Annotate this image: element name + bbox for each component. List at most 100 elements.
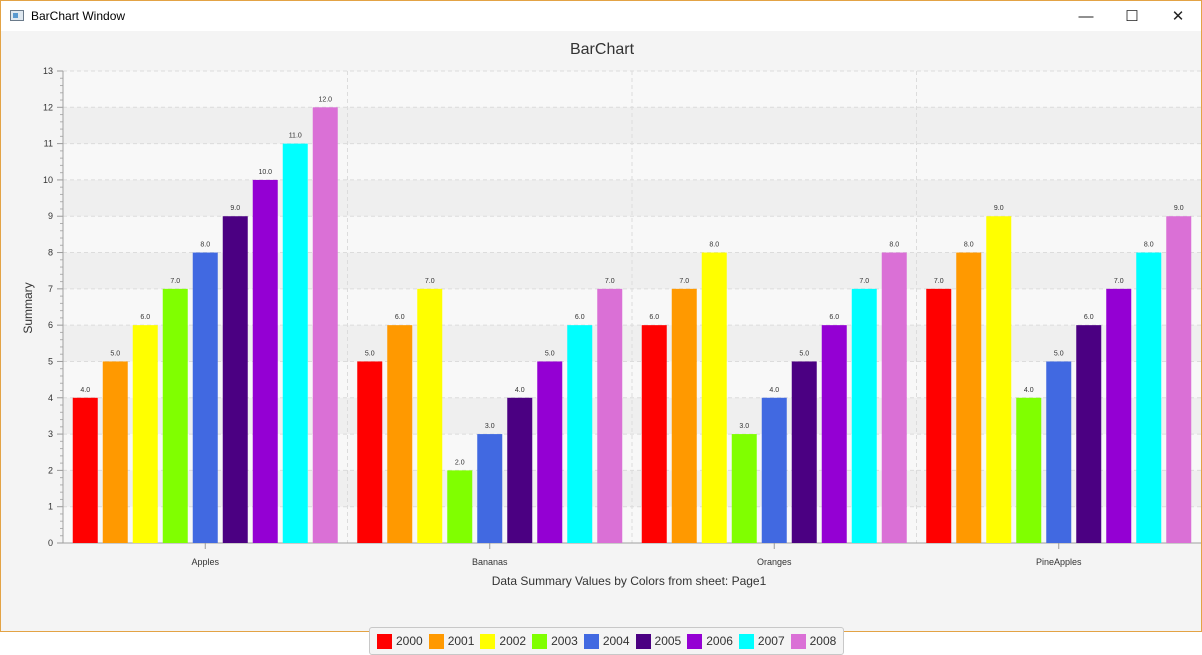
app-icon <box>10 10 24 21</box>
bar-pineapples-2003 <box>1016 397 1042 543</box>
x-tick-label: PineApples <box>1036 557 1082 567</box>
bar-pineapples-2000 <box>926 288 952 543</box>
bar-value-label: 8.0 <box>964 242 974 249</box>
chart-area: BarChart Summary Data Summary Values by … <box>1 31 1201 655</box>
minimize-button[interactable]: — <box>1063 1 1109 31</box>
legend-swatch <box>583 633 599 649</box>
y-tick-label: 10 <box>43 175 53 185</box>
legend-label: 2005 <box>654 634 682 648</box>
bar-value-label: 7.0 <box>425 278 435 285</box>
bar-pineapples-2007 <box>1136 252 1162 544</box>
legend-swatch <box>790 633 806 649</box>
bar-pineapples-2006 <box>1106 288 1132 543</box>
bar-value-label: 2.0 <box>455 459 465 466</box>
legend-item-2006: 2006 <box>687 633 733 649</box>
bar-apples-2006 <box>252 179 278 543</box>
bar-value-label: 10.0 <box>258 169 272 176</box>
bar-value-label: 5.0 <box>545 350 555 357</box>
bar-value-label: 7.0 <box>1114 278 1124 285</box>
plot-band <box>63 107 1201 144</box>
legend-label: 2003 <box>551 634 578 648</box>
legend-swatch <box>687 633 703 649</box>
bar-oranges-2003 <box>731 434 757 543</box>
bar-value-label: 4.0 <box>515 387 525 394</box>
bar-pineapples-2008 <box>1166 216 1192 543</box>
bar-oranges-2000 <box>641 325 667 543</box>
bar-pineapples-2001 <box>956 252 982 544</box>
bar-value-label: 8.0 <box>1144 242 1154 249</box>
bar-value-label: 6.0 <box>1084 314 1094 321</box>
bar-value-label: 7.0 <box>605 278 615 285</box>
y-axis-label: Summary <box>21 282 35 333</box>
bar-oranges-2007 <box>851 288 877 543</box>
bar-value-label: 5.0 <box>110 350 120 357</box>
bar-value-label: 9.0 <box>1174 205 1184 212</box>
bar-oranges-2002 <box>701 252 727 544</box>
legend-label: 2002 <box>499 634 527 648</box>
y-tick-label: 8 <box>48 248 53 258</box>
bar-value-label: 6.0 <box>575 314 585 321</box>
bar-oranges-2001 <box>671 288 697 543</box>
bar-apples-2004 <box>192 252 218 544</box>
bar-value-label: 9.0 <box>230 205 240 212</box>
legend-label: 2007 <box>757 634 785 648</box>
bar-oranges-2005 <box>791 361 817 543</box>
title-bar[interactable]: BarChart Window — ☐ ✕ <box>1 1 1201 31</box>
legend-swatch <box>428 633 444 649</box>
legend-label: 2008 <box>809 634 837 648</box>
legend-label: 2004 <box>602 634 630 648</box>
bar-value-label: 7.0 <box>679 278 689 285</box>
bar-bananas-2005 <box>507 397 533 543</box>
bar-value-label: 11.0 <box>289 133 302 140</box>
legend-swatch <box>480 633 496 649</box>
chart-legend: 2000 2001 2002 2003 2004 2005 2006 2007 2008 <box>369 627 845 655</box>
maximize-button[interactable]: ☐ <box>1109 1 1155 31</box>
bar-value-label: 6.0 <box>395 314 405 321</box>
maximize-icon: ☐ <box>1125 8 1139 25</box>
legend-item-2002: 2002 <box>480 633 527 649</box>
y-tick-label: 1 <box>48 502 53 512</box>
bar-apples-2005 <box>222 216 248 543</box>
grid-lines <box>63 70 1201 543</box>
y-tick-label: 6 <box>48 320 53 330</box>
bar-bananas-2008 <box>597 288 623 543</box>
bar-apples-2001 <box>102 361 128 543</box>
bar-value-label: 12.0 <box>318 96 332 103</box>
bar-bananas-2003 <box>447 470 473 543</box>
legend-swatch <box>377 633 392 649</box>
bar-value-label: 6.0 <box>140 314 150 321</box>
bar-value-label: 4.0 <box>1024 387 1034 394</box>
bar-value-label: 8.0 <box>709 242 719 249</box>
bar-pineapples-2002 <box>986 216 1012 543</box>
bar-value-label: 4.0 <box>769 387 779 394</box>
bar-value-label: 4.0 <box>80 387 90 394</box>
bar-value-label: 6.0 <box>649 314 659 321</box>
bar-bananas-2000 <box>357 361 383 543</box>
legend-label: 2000 <box>396 634 423 648</box>
bar-oranges-2008 <box>881 252 907 544</box>
bar-oranges-2006 <box>821 325 847 543</box>
bar-pineapples-2005 <box>1076 325 1102 543</box>
legend-item-2001: 2001 <box>428 633 475 649</box>
bars: 4.0 5.0 6.0 7.0 8.0 9.0 10.0 11.0 12.0 5.0 6.0 7.0 2… <box>72 96 1192 544</box>
close-button[interactable]: ✕ <box>1155 1 1201 31</box>
legend-swatch <box>738 633 754 649</box>
legend-label: 2001 <box>447 634 475 648</box>
y-tick-label: 5 <box>48 356 53 366</box>
bar-bananas-2006 <box>537 361 563 543</box>
bar-oranges-2004 <box>761 397 787 543</box>
bar-value-label: 7.0 <box>859 278 869 285</box>
bar-pineapples-2004 <box>1046 361 1072 543</box>
y-tick-label: 0 <box>48 538 53 548</box>
legend-item-2008: 2008 <box>790 633 837 649</box>
bar-value-label: 5.0 <box>365 350 375 357</box>
legend-item-2000: 2000 <box>377 633 423 649</box>
x-tick-label: Apples <box>191 557 219 567</box>
bar-apples-2002 <box>132 325 158 543</box>
bar-value-label: 7.0 <box>170 278 180 285</box>
bar-value-label: 5.0 <box>799 350 809 357</box>
bar-value-label: 8.0 <box>889 242 899 249</box>
close-icon: ✕ <box>1171 8 1185 25</box>
